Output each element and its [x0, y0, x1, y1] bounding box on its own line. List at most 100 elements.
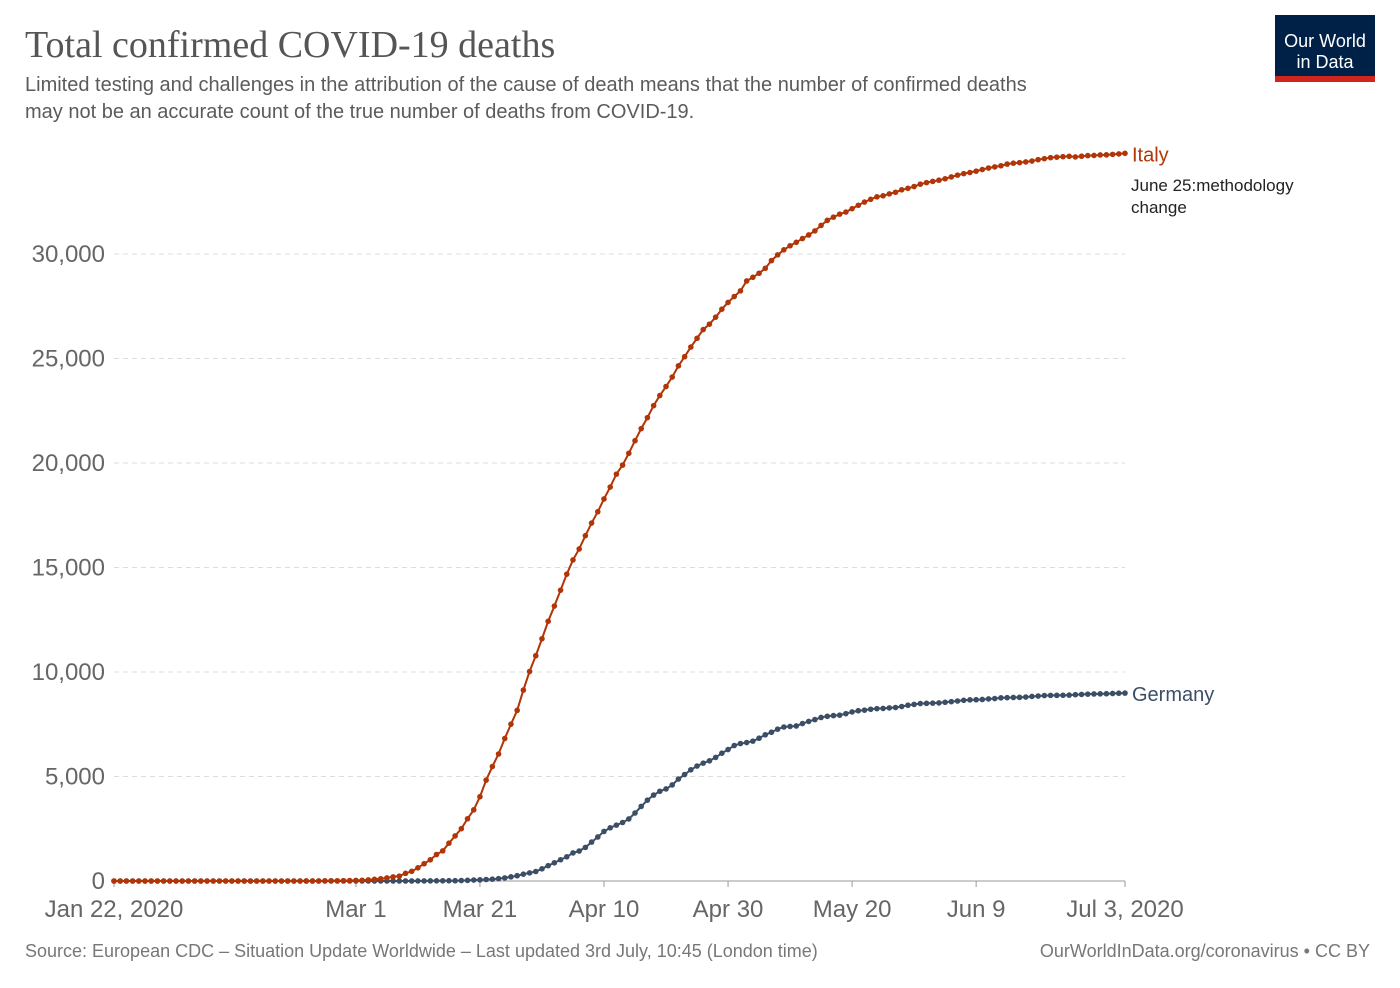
subtitle: Limited testing and challenges in the at… — [25, 74, 1027, 96]
data-point — [563, 571, 570, 577]
data-point — [216, 878, 223, 884]
data-point — [1122, 690, 1128, 696]
data-point — [768, 257, 775, 264]
data-point — [892, 189, 899, 196]
data-point — [260, 878, 266, 884]
data-point — [1041, 692, 1048, 699]
data-point — [880, 192, 886, 199]
data-point — [898, 186, 905, 193]
data-point — [911, 183, 917, 190]
data-point — [756, 735, 762, 742]
data-point — [905, 185, 911, 192]
x-tick-label: Jul 3, 2020 — [1066, 896, 1183, 923]
data-point — [514, 872, 520, 879]
data-point — [923, 700, 930, 707]
data-point — [340, 877, 347, 884]
data-point — [266, 878, 272, 884]
subtitle: may not be an accurate count of the true… — [25, 101, 694, 123]
data-point — [483, 876, 489, 883]
data-point — [601, 828, 607, 835]
data-point — [774, 726, 781, 732]
data-point — [111, 878, 117, 884]
data-point — [1103, 690, 1110, 697]
data-point — [415, 878, 421, 884]
data-point — [650, 402, 657, 409]
data-point — [743, 278, 750, 284]
data-point — [756, 270, 762, 277]
data-point — [278, 878, 285, 884]
data-point — [1022, 159, 1029, 165]
data-point — [570, 557, 576, 563]
data-point — [1109, 151, 1116, 158]
data-point — [470, 807, 477, 813]
data-point — [613, 822, 620, 828]
data-point — [514, 707, 520, 714]
data-point — [241, 878, 248, 884]
x-tick-label: Jan 22, 2020 — [45, 896, 184, 923]
data-point — [396, 873, 403, 879]
data-point — [867, 196, 874, 203]
data-point — [576, 546, 582, 552]
data-point — [452, 877, 458, 884]
data-point — [880, 705, 886, 712]
data-point — [452, 833, 458, 839]
data-point — [402, 870, 409, 877]
series-line — [114, 692, 1126, 882]
data-point — [979, 696, 986, 703]
series-line — [114, 152, 1126, 882]
data-point — [762, 265, 769, 272]
data-point — [1072, 691, 1079, 698]
data-point — [793, 723, 800, 729]
data-point — [1041, 155, 1048, 162]
data-point — [719, 306, 725, 312]
data-point — [626, 816, 632, 822]
data-point — [843, 710, 849, 717]
data-point — [619, 819, 626, 826]
data-point — [272, 878, 279, 884]
data-point — [148, 878, 155, 884]
data-point — [222, 878, 229, 884]
data-point — [619, 462, 626, 468]
data-point — [694, 335, 700, 342]
data-point — [905, 702, 911, 709]
chart-title: Total confirmed COVID-19 deaths — [25, 24, 555, 66]
data-point — [1115, 690, 1122, 697]
data-point — [470, 877, 477, 883]
data-point — [1084, 152, 1091, 159]
data-point — [446, 840, 452, 846]
data-point — [731, 293, 738, 300]
data-point — [657, 788, 663, 795]
data-point — [830, 712, 837, 719]
credit[interactable]: OurWorldInData.org/coronavirus • CC BY — [1040, 941, 1370, 961]
data-point — [1103, 152, 1110, 158]
data-point — [384, 875, 390, 881]
data-point — [998, 162, 1004, 169]
data-point — [781, 724, 787, 730]
data-point — [979, 166, 986, 173]
y-tick-label: 5,000 — [45, 764, 105, 791]
data-point — [532, 652, 539, 659]
data-point — [750, 274, 756, 281]
data-point — [669, 782, 676, 788]
data-point — [836, 211, 843, 217]
data-point — [1004, 161, 1010, 167]
data-point — [613, 471, 620, 477]
data-point — [328, 877, 334, 884]
data-point — [973, 168, 979, 174]
data-point — [297, 878, 303, 884]
data-point — [291, 878, 297, 884]
data-point — [588, 839, 595, 845]
data-point — [396, 878, 403, 884]
data-point — [688, 766, 694, 773]
logo[interactable]: Our World in Data — [1275, 15, 1375, 82]
data-point — [439, 877, 446, 884]
data-point — [861, 707, 868, 713]
data-point — [991, 695, 998, 702]
data-point — [675, 363, 682, 369]
data-point — [818, 222, 824, 229]
data-point — [489, 876, 496, 883]
data-point — [1078, 153, 1085, 160]
data-point — [551, 603, 558, 609]
data-point — [594, 834, 601, 840]
